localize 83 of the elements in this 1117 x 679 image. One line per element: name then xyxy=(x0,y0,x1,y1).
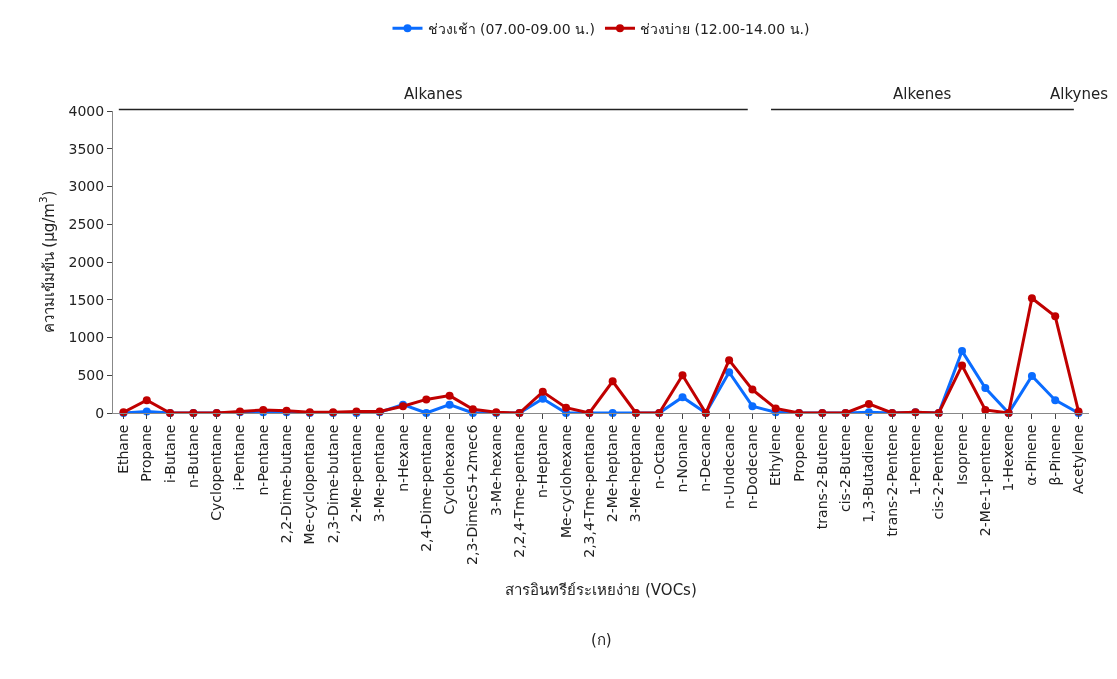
point xyxy=(1027,372,1036,381)
y-tick-label: 1500 xyxy=(68,291,105,308)
y-tick-label: 3000 xyxy=(68,178,105,195)
point xyxy=(538,394,547,403)
point xyxy=(725,356,734,365)
x-tick-label: cis-2-Pentene xyxy=(930,424,947,520)
y-tick-label: 500 xyxy=(77,367,105,384)
x-tick-label: n-Butane xyxy=(184,424,201,489)
point xyxy=(538,387,547,396)
y-tick-label: 3500 xyxy=(68,140,105,157)
x-tick-label: 2,3-Dime-butane xyxy=(324,424,341,544)
x-tick-label: n-Dodecane xyxy=(743,424,760,510)
point xyxy=(958,347,967,356)
point xyxy=(142,396,151,405)
x-tick-label: 3-Me-hexane xyxy=(487,424,504,516)
point xyxy=(748,402,757,411)
x-tick-label: 3-Me-pentane xyxy=(371,424,388,523)
x-tick-label: β-Pinene xyxy=(1046,424,1063,486)
x-tick-label: Isoprene xyxy=(953,424,970,486)
x-tick-label: 2,4-Dime-pentane xyxy=(417,424,434,552)
point xyxy=(1051,312,1060,321)
point xyxy=(678,371,687,380)
x-tick-label: Cyclopentane xyxy=(208,424,225,521)
text: Alkenes xyxy=(893,85,952,103)
y-tick-label: 2000 xyxy=(68,253,105,270)
point xyxy=(445,400,454,409)
x-tick-label: Ethane xyxy=(115,424,132,474)
x-axis-title: สารอินทรีย์ระเหยง่าย (VOCs) xyxy=(505,580,697,599)
x-tick-label: 1-Pentene xyxy=(907,424,924,496)
point xyxy=(678,393,687,402)
x-tick-label: n-Nonane xyxy=(674,424,691,493)
y-tick-label: 1000 xyxy=(68,329,105,346)
y-tick-label: 2500 xyxy=(68,216,105,233)
x-tick-label: 2-Me-1-pentene xyxy=(976,424,993,537)
x-tick-label: Me-cyclopentane xyxy=(301,424,318,545)
x-tick-label: α-Pinene xyxy=(1023,424,1040,486)
x-tick-label: Ethylene xyxy=(767,424,784,487)
point xyxy=(958,361,967,370)
y-tick-label: 0 xyxy=(95,404,105,421)
x-tick-label: Acetylene xyxy=(1070,424,1087,495)
point xyxy=(1027,294,1036,303)
text: Alkanes xyxy=(404,85,463,103)
legend-label: ช่วงบ่าย (12.00-14.00 น.) xyxy=(639,20,810,37)
text: Alkynes xyxy=(1050,85,1109,103)
point xyxy=(981,405,990,414)
x-tick-label: n-Hexane xyxy=(394,424,411,492)
x-tick-label: 2,2-Dime-butane xyxy=(278,424,295,544)
x-tick-label: 1-Hexene xyxy=(1000,424,1017,492)
x-tick-label: Propene xyxy=(790,424,807,482)
x-tick-label: Propane xyxy=(138,424,155,482)
x-tick-label: n-Heptane xyxy=(534,424,551,499)
x-tick-label: trans-2-Butene xyxy=(813,424,830,530)
point xyxy=(422,395,431,404)
y-tick-label: 4000 xyxy=(68,102,105,119)
x-tick-label: 2,3,4-Tme-pentane xyxy=(580,424,597,558)
x-tick-label: Cyclohexane xyxy=(441,424,458,515)
x-tick-label: 2-Me-heptane xyxy=(604,424,621,523)
x-tick-label: 1,3-Butadiene xyxy=(860,424,877,523)
x-tick-label: i-Butane xyxy=(161,424,178,484)
x-tick-label: Me-cyclohexane xyxy=(557,424,574,539)
point xyxy=(981,384,990,393)
point xyxy=(562,403,571,412)
x-tick-label: 3-Me-heptane xyxy=(627,424,644,523)
x-tick-label: n-Decane xyxy=(697,424,714,492)
x-tick-label: trans-2-Pentene xyxy=(883,424,900,537)
point xyxy=(445,391,454,400)
x-tick-label: 2,2,4-Tme-pentane xyxy=(511,424,528,558)
point xyxy=(864,399,873,408)
point xyxy=(468,405,477,414)
text: (ก) xyxy=(591,631,612,649)
x-tick-label: n-Pentane xyxy=(254,424,271,496)
point xyxy=(748,385,757,394)
x-tick-label: n-Undecane xyxy=(720,424,737,509)
legend-label: ช่วงเช้า (07.00-09.00 น.) xyxy=(427,20,595,37)
point xyxy=(725,368,734,377)
point xyxy=(1051,396,1060,405)
x-tick-label: 2,3-Dimec5+2mec6 xyxy=(464,424,481,565)
x-tick-label: 2-Me-pentane xyxy=(347,424,364,523)
point xyxy=(771,404,780,413)
x-tick-label: i-Pentane xyxy=(231,424,248,491)
x-tick-label: n-Octane xyxy=(650,424,667,490)
x-tick-label: cis-2-Butene xyxy=(837,424,854,513)
point xyxy=(608,377,617,386)
